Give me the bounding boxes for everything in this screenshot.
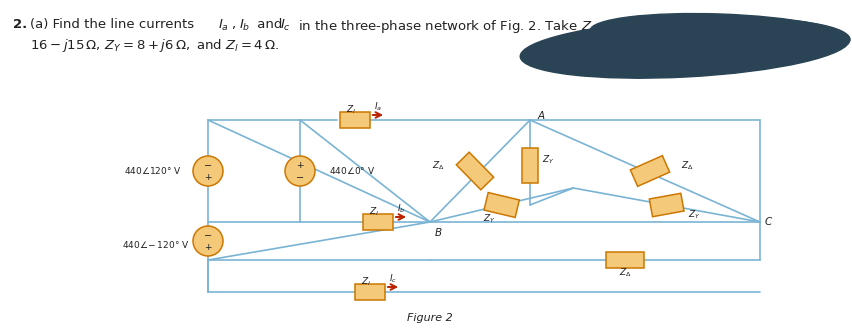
Text: $I_c$: $I_c$ <box>280 18 291 33</box>
Circle shape <box>193 156 223 186</box>
Bar <box>606 252 644 268</box>
Text: −: − <box>204 231 212 241</box>
Polygon shape <box>649 193 684 217</box>
Text: −: − <box>204 161 212 171</box>
Text: +: + <box>204 243 212 252</box>
Text: $I_a$: $I_a$ <box>218 18 229 33</box>
Text: $Z_l$: $Z_l$ <box>361 276 371 288</box>
Text: $Z_Y$: $Z_Y$ <box>542 154 555 166</box>
Text: $Z_Y$: $Z_Y$ <box>483 213 496 225</box>
Polygon shape <box>457 152 493 190</box>
Text: 440$\angle\!-$120° V: 440$\angle\!-$120° V <box>123 240 190 251</box>
Bar <box>340 112 370 128</box>
Text: $I_c$: $I_c$ <box>389 273 397 285</box>
Text: $I_b$: $I_b$ <box>239 18 250 33</box>
Text: $Z_l$: $Z_l$ <box>369 206 379 218</box>
Text: in the three-phase network of Fig. 2. Take $Z_\Delta$ =: in the three-phase network of Fig. 2. Ta… <box>294 18 613 35</box>
Bar <box>355 284 385 300</box>
Bar <box>522 148 538 182</box>
Text: Figure 2: Figure 2 <box>407 313 453 323</box>
Text: and: and <box>253 18 286 31</box>
Bar <box>363 214 393 230</box>
Ellipse shape <box>521 18 849 78</box>
Text: (a) Find the line currents: (a) Find the line currents <box>30 18 199 31</box>
Text: $I_b$: $I_b$ <box>397 203 406 215</box>
Ellipse shape <box>590 13 850 56</box>
Circle shape <box>193 226 223 256</box>
Polygon shape <box>484 193 520 217</box>
Text: $Z_\Delta$: $Z_\Delta$ <box>432 160 445 172</box>
Text: B: B <box>435 228 442 238</box>
Text: +: + <box>204 173 212 182</box>
Circle shape <box>285 156 315 186</box>
Text: $Z_Y$: $Z_Y$ <box>688 209 701 221</box>
Polygon shape <box>630 156 670 186</box>
Text: ,: , <box>232 18 240 31</box>
Text: A: A <box>538 111 545 121</box>
Text: $Z_\Delta$: $Z_\Delta$ <box>619 267 631 279</box>
Text: 2.: 2. <box>13 18 27 31</box>
Text: 440$\angle$120° V: 440$\angle$120° V <box>124 166 182 176</box>
Text: +: + <box>296 161 304 170</box>
Text: −: − <box>296 173 304 183</box>
Text: 440$\angle$0° V: 440$\angle$0° V <box>329 166 375 176</box>
Text: $I_a$: $I_a$ <box>374 101 382 113</box>
Text: $Z_\Delta$: $Z_\Delta$ <box>681 160 694 172</box>
Text: $Z_l$: $Z_l$ <box>346 104 356 116</box>
Text: $16 - j15\,\Omega,\, Z_Y = 8 + j6\,\Omega,$ and $Z_l = 4\,\Omega.$: $16 - j15\,\Omega,\, Z_Y = 8 + j6\,\Omeg… <box>30 37 279 54</box>
Text: C: C <box>765 217 772 227</box>
